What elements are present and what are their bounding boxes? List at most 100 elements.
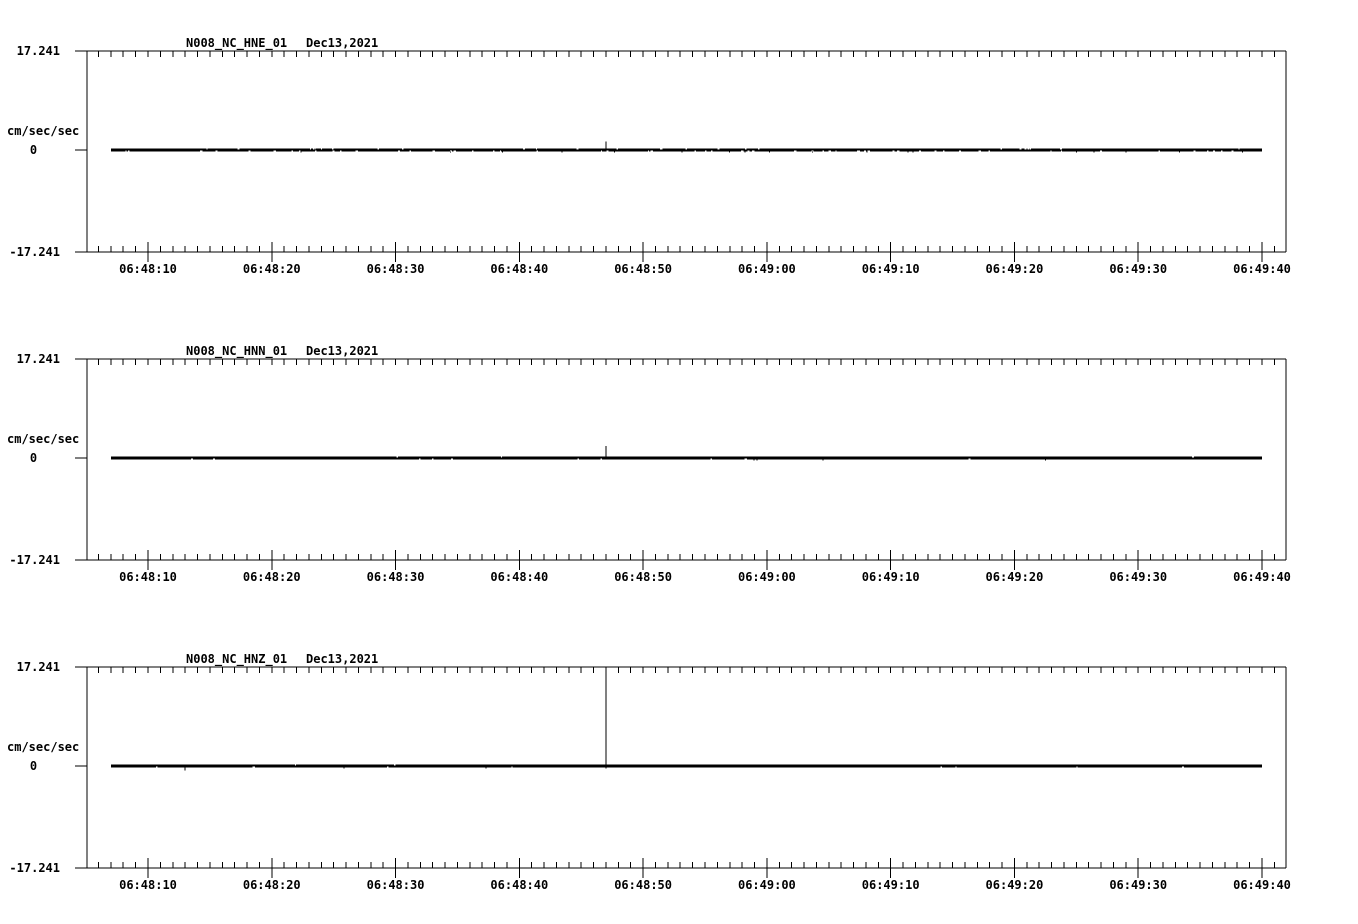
x-tick-label: 06:48:40 (490, 570, 549, 584)
trace-noise (988, 150, 991, 152)
trace-noise (451, 458, 454, 460)
trace-noise (501, 151, 503, 153)
trace-noise (191, 458, 194, 460)
waveform-panel-hnz: N008_NC_HNZ_01 Dec13,2021 17.241 cm/sec/… (0, 616, 1358, 916)
trace-noise (606, 150, 609, 152)
y-units-label: cm/sec/sec (7, 432, 80, 446)
trace-noise (396, 456, 398, 458)
trace-noise (298, 150, 301, 152)
trace-noise (343, 767, 345, 769)
trace-noise (1045, 459, 1047, 461)
trace-noise (1193, 150, 1196, 152)
x-tick-label: 06:48:10 (119, 878, 177, 892)
trace-noise (601, 150, 603, 152)
trace-noise (897, 150, 900, 152)
trace-noise (294, 764, 297, 766)
trace-noise (828, 150, 831, 152)
trace-noise (432, 458, 434, 460)
panel-title-station: N008_NC_HNN_01 (186, 344, 288, 358)
trace-noise (386, 766, 389, 768)
waveform-plot-hne (75, 50, 1287, 262)
trace-noise (1212, 150, 1216, 152)
x-tick-label: 06:49:20 (985, 570, 1044, 584)
trace-noise (1076, 766, 1078, 768)
x-tick-label: 06:48:20 (242, 570, 301, 584)
trace-noise (1158, 150, 1161, 152)
trace-noise (237, 148, 240, 150)
y-min-label: -17.241 (9, 553, 60, 567)
trace-noise (704, 150, 707, 152)
x-tick-label: 06:49:40 (1233, 878, 1291, 892)
trace-noise (660, 148, 662, 150)
trace-noise (535, 148, 538, 150)
trace-noise (857, 150, 860, 152)
trace-noise (685, 148, 688, 150)
trace-noise (600, 458, 603, 460)
trace-noise (752, 150, 755, 152)
x-tick-label: 06:48:50 (614, 570, 672, 584)
trace-noise (300, 151, 302, 153)
trace-noise (1060, 150, 1063, 152)
trace-noise (453, 150, 456, 152)
trace-noise (340, 150, 342, 152)
x-tick-label: 06:48:20 (242, 262, 301, 276)
trace-noise (314, 150, 317, 152)
x-tick-label: 06:49:00 (737, 262, 796, 276)
trace-noise (393, 764, 396, 766)
trace-noise (397, 150, 401, 152)
trace-noise (822, 459, 824, 461)
waveform-panel-hnn: N008_NC_HNN_01 Dec13,2021 17.241 cm/sec/… (0, 308, 1358, 608)
x-tick-label: 06:49:20 (985, 262, 1044, 276)
trace-noise (968, 458, 971, 460)
trace-noise (215, 150, 218, 152)
trace-noise (402, 148, 404, 150)
y-units-label: cm/sec/sec (7, 124, 80, 138)
trace-noise (1093, 151, 1095, 153)
panel-title-station: N008_NC_HNZ_01 (186, 652, 288, 666)
trace-noise (942, 150, 945, 152)
trace-noise (959, 150, 961, 152)
trace-noise (273, 150, 277, 152)
trace-noise (125, 150, 127, 152)
trace-noise (1220, 150, 1223, 152)
trace-noise (744, 151, 746, 153)
trace-noise (1242, 151, 1244, 153)
trace-noise (522, 148, 525, 150)
trace-noise (955, 766, 957, 768)
trace-noise (822, 150, 825, 152)
x-tick-label: 06:49:10 (861, 262, 920, 276)
trace-noise (867, 150, 870, 152)
trace-noise (940, 766, 943, 768)
trace-noise (213, 458, 216, 460)
x-tick-label: 06:49:10 (861, 878, 920, 892)
trace-noise (377, 148, 380, 150)
x-tick-label: 06:49:00 (737, 570, 796, 584)
trace-noise (710, 458, 712, 460)
trace-noise (252, 766, 256, 768)
trace-noise (561, 151, 563, 153)
x-tick-label: 06:48:10 (119, 570, 177, 584)
trace-noise (1076, 151, 1078, 153)
x-tick-label: 06:49:10 (861, 570, 920, 584)
waveform-panel-hne: N008_NC_HNE_01 Dec13,2021 17.241 cm/sec/… (0, 0, 1358, 300)
x-tick-label: 06:49:30 (1109, 262, 1168, 276)
x-tick-label: 06:48:30 (366, 878, 425, 892)
trace-noise (156, 766, 158, 768)
trace-noise (756, 459, 758, 461)
trace-noise (419, 458, 421, 460)
trace-noise (332, 150, 335, 152)
y-max-label: 17.241 (16, 44, 60, 58)
x-tick-label: 06:49:40 (1233, 262, 1291, 276)
trace-noise (866, 151, 868, 153)
waveform-trace (110, 456, 1263, 460)
y-zero-label: 0 (29, 143, 38, 157)
waveform-plot-hnz (75, 666, 1287, 878)
trace-noise (1179, 151, 1181, 153)
trace-noise (863, 150, 867, 152)
trace-noise (200, 150, 203, 152)
x-tick-label: 06:48:40 (490, 878, 549, 892)
trace-noise (1050, 150, 1052, 152)
y-units-label: cm/sec/sec (7, 740, 80, 754)
trace-noise (409, 150, 411, 152)
trace-noise (450, 151, 452, 153)
